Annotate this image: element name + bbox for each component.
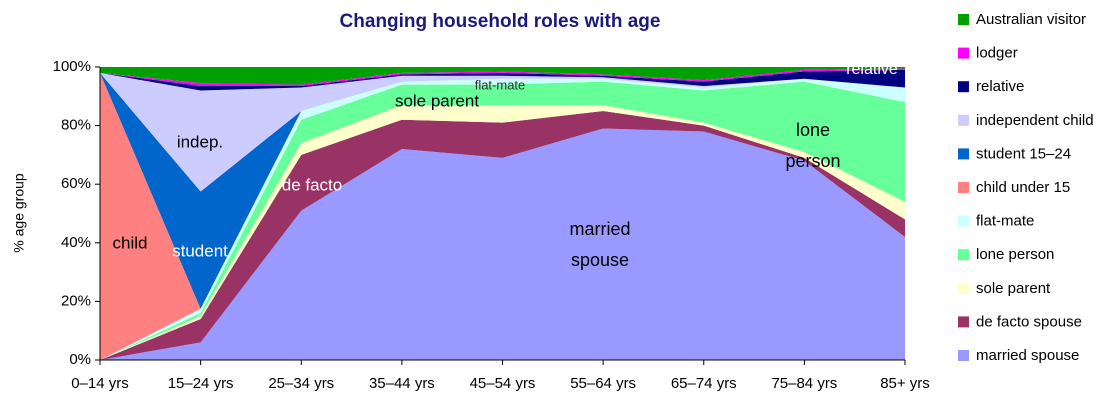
legend-swatch bbox=[958, 215, 969, 227]
x-tick-label: 15–24 yrs bbox=[168, 375, 234, 392]
x-tick-label: 55–64 yrs bbox=[570, 375, 636, 392]
legend-label: relative bbox=[976, 78, 1024, 95]
legend-item: independent child bbox=[958, 112, 1094, 129]
area bbox=[100, 67, 905, 85]
legend-label: lodger bbox=[976, 45, 1018, 62]
annotation: de facto bbox=[282, 175, 343, 194]
x-tick-label: 25–34 yrs bbox=[268, 375, 334, 392]
y-tick-label: 40% bbox=[61, 234, 91, 251]
legend-swatch bbox=[958, 316, 969, 328]
legend-item: Australian visitor bbox=[958, 11, 1086, 28]
annotation: lone bbox=[796, 120, 830, 140]
y-tick-label: 0% bbox=[69, 351, 91, 368]
annotation: child bbox=[113, 233, 148, 252]
annotation: sole parent bbox=[395, 91, 479, 110]
legend-label: sole parent bbox=[976, 280, 1051, 297]
x-tick-label: 0–14 yrs bbox=[71, 375, 129, 392]
area bbox=[100, 81, 905, 361]
legend-swatch bbox=[958, 249, 969, 261]
legend-item: student 15–24 bbox=[958, 145, 1071, 162]
x-tick-label: 35–44 yrs bbox=[369, 375, 435, 392]
legend-swatch bbox=[958, 282, 969, 294]
x-tick-label: 65–74 yrs bbox=[671, 375, 737, 392]
legend-label: independent child bbox=[976, 112, 1094, 129]
legend-swatch bbox=[958, 81, 969, 93]
x-tick-label: 45–54 yrs bbox=[470, 375, 536, 392]
legend-label: student 15–24 bbox=[976, 145, 1071, 162]
legend-item: married spouse bbox=[958, 347, 1079, 364]
annotation: spouse bbox=[571, 250, 629, 270]
legend-label: flat-mate bbox=[976, 213, 1034, 230]
y-tick-label: 80% bbox=[61, 117, 91, 134]
legend-item: child under 15 bbox=[958, 179, 1070, 196]
legend-item: flat-mate bbox=[958, 213, 1034, 230]
legend-item: relative bbox=[958, 78, 1024, 95]
legend-label: married spouse bbox=[976, 347, 1079, 364]
legend-label: child under 15 bbox=[976, 179, 1070, 196]
legend-swatch bbox=[958, 148, 969, 160]
annotation: person bbox=[785, 151, 840, 171]
area bbox=[100, 69, 905, 91]
annotation: indep. bbox=[177, 132, 223, 151]
legend-label: lone person bbox=[976, 246, 1054, 263]
x-tick-label: 85+ yrs bbox=[880, 375, 930, 392]
legend-swatch bbox=[958, 14, 969, 25]
legend-label: Australian visitor bbox=[976, 11, 1086, 28]
annotation: relative bbox=[846, 61, 898, 78]
legend-swatch bbox=[958, 114, 969, 126]
legend-swatch bbox=[958, 350, 969, 361]
legend-item: lone person bbox=[958, 246, 1054, 263]
legend-item: lodger bbox=[958, 45, 1018, 62]
annotation: flat-mate bbox=[475, 77, 526, 92]
legend-item: sole parent bbox=[958, 280, 1051, 297]
annotation: married bbox=[569, 219, 630, 239]
y-axis-label: % age group bbox=[11, 173, 27, 253]
area bbox=[100, 128, 905, 360]
chart-title: Changing household roles with age bbox=[340, 11, 661, 32]
area bbox=[100, 110, 905, 360]
area bbox=[100, 72, 905, 192]
y-tick-label: 60% bbox=[61, 175, 91, 192]
legend-item: de facto spouse bbox=[958, 313, 1082, 330]
y-tick-label: 100% bbox=[53, 58, 91, 75]
legend-label: de facto spouse bbox=[976, 313, 1082, 330]
y-tick-label: 20% bbox=[61, 292, 91, 309]
legend-swatch bbox=[958, 47, 969, 59]
legend-swatch bbox=[958, 182, 969, 193]
x-tick-label: 75–84 yrs bbox=[771, 375, 837, 392]
area bbox=[100, 68, 905, 87]
annotation: student bbox=[172, 241, 228, 260]
